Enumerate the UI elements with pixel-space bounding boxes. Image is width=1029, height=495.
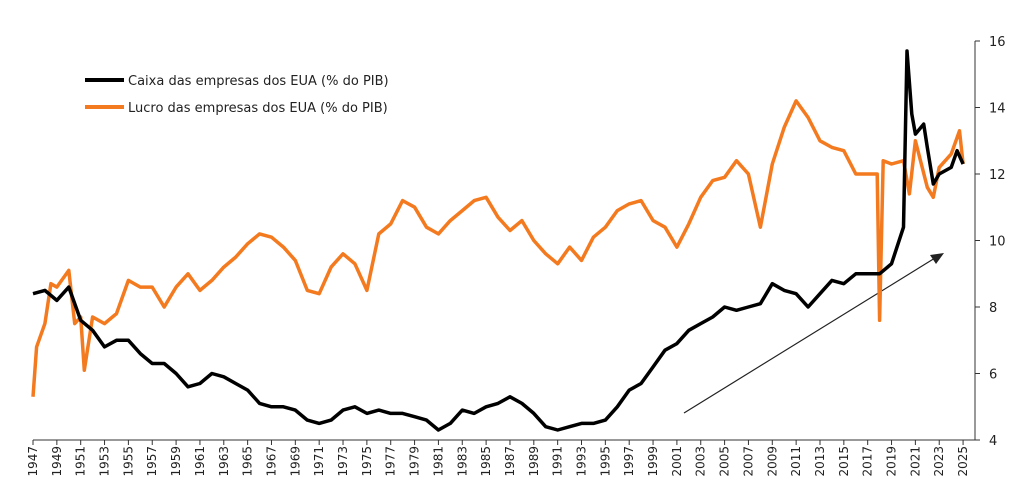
y-tick-label: 4 xyxy=(989,434,997,449)
y-tick-label: 16 xyxy=(989,35,1006,50)
x-tick-label: 1947 xyxy=(26,446,40,477)
x-tick-label: 2023 xyxy=(932,446,946,477)
y-tick-label: 6 xyxy=(989,368,997,383)
x-tick-label: 1971 xyxy=(312,446,326,477)
x-tick-label: 2007 xyxy=(741,446,755,477)
x-tick-label: 2005 xyxy=(718,446,732,477)
x-tick-label: 1985 xyxy=(479,446,493,477)
x-tick-label: 1965 xyxy=(241,446,255,477)
x-tick-label: 1969 xyxy=(288,446,302,477)
x-tick-label: 1979 xyxy=(408,446,422,477)
trend-arrow xyxy=(683,257,936,414)
y-tick-label: 12 xyxy=(989,168,1006,183)
x-tick-label: 1981 xyxy=(431,446,445,477)
series-line xyxy=(31,99,965,397)
x-tick-label: 1951 xyxy=(74,446,88,477)
x-tick-label: 2021 xyxy=(908,446,922,477)
y-tick-label: 8 xyxy=(989,301,997,316)
x-tick-label: 2025 xyxy=(956,446,970,477)
x-tick-label: 2001 xyxy=(670,446,684,477)
x-tick-label: 2019 xyxy=(885,446,899,477)
x-tick-label: 2009 xyxy=(765,446,779,477)
x-tick-label: 1977 xyxy=(384,446,398,477)
x-tick-label: 1999 xyxy=(646,446,660,477)
y-tick-label: 10 xyxy=(989,235,1006,250)
x-tick-label: 1995 xyxy=(598,446,612,477)
x-tick-label: 2013 xyxy=(813,446,827,477)
x-tick-label: 2003 xyxy=(694,446,708,477)
x-tick-label: 1975 xyxy=(360,446,374,477)
legend-label: Caixa das empresas dos EUA (% do PIB) xyxy=(128,74,389,89)
x-tick-label: 1983 xyxy=(455,446,469,477)
x-tick-label: 1955 xyxy=(121,446,135,477)
x-tick-label: 1959 xyxy=(169,446,183,477)
x-tick-label: 1987 xyxy=(503,446,517,477)
x-tick-label: 1953 xyxy=(98,446,112,477)
arrow-head xyxy=(930,253,944,264)
x-tick-label: 1993 xyxy=(575,446,589,477)
x-tick-label: 1973 xyxy=(336,446,350,477)
x-tick-label: 1991 xyxy=(551,446,565,477)
x-tick-label: 2015 xyxy=(837,446,851,477)
x-tick-label: 1989 xyxy=(527,446,541,477)
x-tick-label: 2017 xyxy=(861,446,875,477)
x-tick-label: 2011 xyxy=(789,446,803,477)
x-tick-label: 1967 xyxy=(264,446,278,477)
x-tick-label: 1949 xyxy=(50,446,64,477)
series-line xyxy=(32,49,965,432)
x-tick-label: 1963 xyxy=(217,446,231,477)
x-tick-label: 1957 xyxy=(145,446,159,477)
y-tick-label: 14 xyxy=(989,102,1006,117)
x-tick-label: 1997 xyxy=(622,446,636,477)
legend-label: Lucro das empresas dos EUA (% do PIB) xyxy=(128,101,388,116)
x-tick-label: 1961 xyxy=(193,446,207,477)
